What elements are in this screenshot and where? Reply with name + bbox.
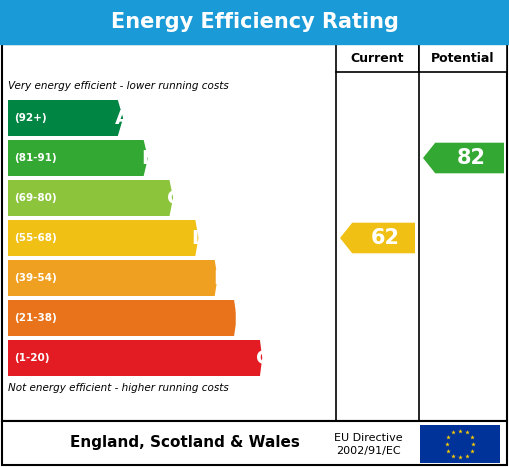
Bar <box>0 0 509 44</box>
Text: Energy Efficiency Rating: Energy Efficiency Rating <box>110 12 399 32</box>
Text: A: A <box>115 108 130 127</box>
Text: Very energy efficient - lower running costs: Very energy efficient - lower running co… <box>8 81 229 91</box>
Polygon shape <box>8 140 148 176</box>
Text: Potential: Potential <box>431 51 495 64</box>
Text: G: G <box>256 348 272 368</box>
Text: E: E <box>214 269 227 288</box>
Bar <box>336 44 419 72</box>
Text: (1-20): (1-20) <box>14 353 49 363</box>
Polygon shape <box>8 180 173 216</box>
Text: (92+): (92+) <box>14 113 47 123</box>
Text: (39-54): (39-54) <box>14 273 56 283</box>
Polygon shape <box>423 143 504 173</box>
Bar <box>2 421 507 465</box>
Text: England, Scotland & Wales: England, Scotland & Wales <box>70 434 300 450</box>
Text: 62: 62 <box>371 228 400 248</box>
Text: F: F <box>233 309 246 327</box>
Text: (81-91): (81-91) <box>14 153 56 163</box>
Text: B: B <box>141 149 156 168</box>
Text: Not energy efficient - higher running costs: Not energy efficient - higher running co… <box>8 383 229 393</box>
Text: C: C <box>167 189 182 207</box>
Text: (21-38): (21-38) <box>14 313 56 323</box>
Polygon shape <box>340 223 415 253</box>
Polygon shape <box>8 220 199 256</box>
Text: (69-80): (69-80) <box>14 193 56 203</box>
Polygon shape <box>8 260 217 296</box>
Text: EU Directive: EU Directive <box>334 433 402 443</box>
Polygon shape <box>8 300 237 336</box>
Text: (55-68): (55-68) <box>14 233 56 243</box>
Text: 2002/91/EC: 2002/91/EC <box>336 446 400 456</box>
Text: D: D <box>191 228 208 248</box>
Text: 82: 82 <box>457 148 486 168</box>
Bar <box>419 44 507 72</box>
Bar <box>420 425 500 463</box>
Text: Current: Current <box>351 51 404 64</box>
Polygon shape <box>8 100 123 136</box>
Bar <box>2 44 507 421</box>
Polygon shape <box>8 340 262 376</box>
